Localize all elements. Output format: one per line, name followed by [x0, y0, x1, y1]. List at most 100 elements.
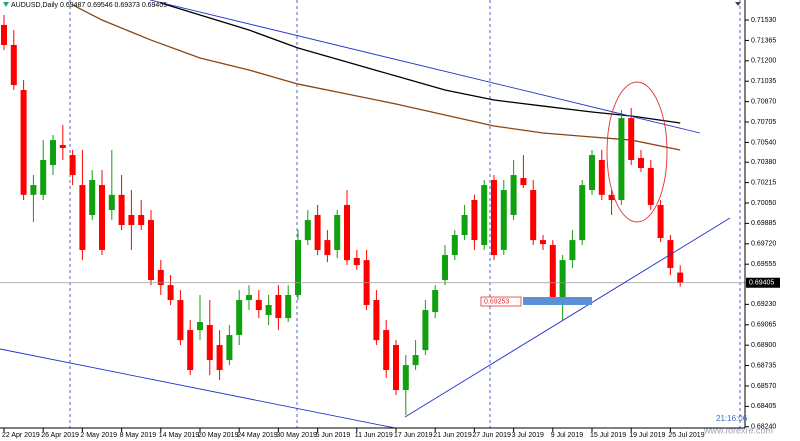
y-tick-label: 0.70540	[751, 139, 776, 146]
highlight-ellipse	[606, 81, 668, 223]
candle-body	[402, 365, 409, 391]
candle-body	[598, 159, 605, 195]
candle-body	[206, 325, 213, 361]
x-tick-label: 19 Jul 2019	[629, 432, 665, 439]
bar-timer: 21:16:06	[716, 414, 748, 423]
candle-body	[422, 310, 429, 351]
x-tick-label: 20 May 2019	[198, 432, 239, 439]
x-tick-label: 26 Apr 2019	[41, 432, 79, 439]
y-tick-label: 0.68735	[751, 362, 776, 369]
candle-body	[10, 45, 17, 86]
y-tick-label: 0.68405	[751, 403, 776, 410]
x-tick-label: 27 Jun 2019	[472, 432, 511, 439]
candle-body	[383, 330, 390, 371]
y-tick-label: 0.71530	[751, 17, 776, 24]
y-tick-label: 0.70050	[751, 200, 776, 207]
y-tick-label: 0.70705	[751, 119, 776, 126]
candle-body	[373, 300, 380, 341]
trendline	[0, 348, 396, 428]
candle-body	[334, 214, 341, 250]
x-tick-label: 15 Jul 2019	[590, 432, 626, 439]
x-tick-label: 8 May 2019	[120, 432, 157, 439]
zone	[523, 297, 592, 305]
candle-body	[128, 214, 135, 226]
candle-body	[89, 180, 96, 215]
candle-body	[638, 157, 644, 169]
ohlc-high: 0.69546	[87, 2, 112, 9]
candle-body	[1, 24, 7, 46]
candle-body	[20, 90, 27, 195]
candle-body	[275, 294, 282, 319]
candle-body	[138, 214, 145, 226]
ohlc-close: 0.69405	[142, 2, 167, 9]
candle-body	[500, 190, 507, 250]
x-tick-label: 14 May 2019	[159, 432, 200, 439]
candle-body	[99, 185, 105, 250]
watermark: www.forexre.com	[703, 425, 773, 435]
candle-body	[559, 260, 566, 301]
candle-body	[344, 204, 350, 261]
symbol: AUDUSD,Daily	[11, 2, 59, 9]
menu-arrow[interactable]	[735, 2, 741, 6]
y-tick-label: 0.69885	[751, 220, 776, 227]
plot-area	[0, 2, 745, 416]
x-tick-label: 2 May 2019	[80, 432, 117, 439]
candle-body	[255, 300, 262, 311]
candle-body	[589, 155, 595, 191]
candle-body	[187, 330, 194, 371]
x-tick-label: 9 Jul 2019	[551, 432, 583, 439]
x-tick-label: 21 Jun 2019	[433, 432, 472, 439]
trendline	[149, 0, 701, 134]
candle-body	[167, 285, 174, 301]
x-tick-label: 3 Jul 2019	[512, 432, 544, 439]
candle-body	[353, 258, 360, 266]
candle-body	[618, 118, 625, 201]
candle-body	[246, 294, 252, 301]
candle-body	[118, 194, 125, 226]
x-tick-label: 22 Apr 2019	[2, 432, 40, 439]
x-tick-label: 24 May 2019	[237, 432, 278, 439]
y-tick-label: 0.68240	[751, 424, 776, 431]
candle-body	[40, 159, 47, 195]
y-tick-label: 0.71365	[751, 37, 776, 44]
candle-body	[216, 345, 223, 371]
header: AUDUSD,Daily 0.69487 0.69546 0.69373 0.6…	[11, 2, 167, 9]
y-tick-label: 0.68570	[751, 383, 776, 390]
candle-body	[59, 145, 66, 148]
x-tick-label: 11 Jun 2019	[355, 432, 393, 439]
candle-body	[451, 235, 458, 256]
y-tick-label: 0.70870	[751, 98, 776, 105]
candle-body	[304, 220, 311, 241]
ohlc-open: 0.69487	[60, 2, 85, 9]
annotation-label: 0.69253	[484, 298, 509, 305]
candle-body	[79, 185, 86, 250]
candle-body	[510, 175, 517, 215]
candle-body	[540, 240, 546, 245]
trendline	[404, 217, 731, 418]
x-tick-label: 30 May 2019	[276, 432, 317, 439]
moving-average	[72, 4, 681, 151]
y-tick-label: 0.69230	[751, 301, 776, 308]
x-tick-label: 17 Jun 2019	[394, 432, 433, 439]
candle-body	[265, 304, 272, 316]
candle-body	[608, 194, 615, 201]
annotation-box	[480, 296, 522, 307]
candle-body	[412, 355, 419, 366]
candle-body	[285, 294, 292, 319]
candle-body	[579, 185, 586, 241]
candle-body	[647, 168, 654, 205]
y-tick-label: 0.69555	[751, 261, 776, 268]
candle-body	[314, 214, 321, 250]
y-tick-label: 0.70380	[751, 159, 776, 166]
candle-body	[236, 300, 243, 336]
current-price-label: 0.69405	[749, 280, 774, 287]
candle-body	[197, 322, 203, 331]
candle-body	[69, 155, 76, 176]
candle-body	[177, 300, 184, 341]
candle-body	[295, 240, 301, 295]
moving-average	[160, 2, 681, 124]
period-separators	[69, 0, 741, 428]
candle-body	[530, 190, 537, 241]
candle-body	[481, 185, 488, 246]
